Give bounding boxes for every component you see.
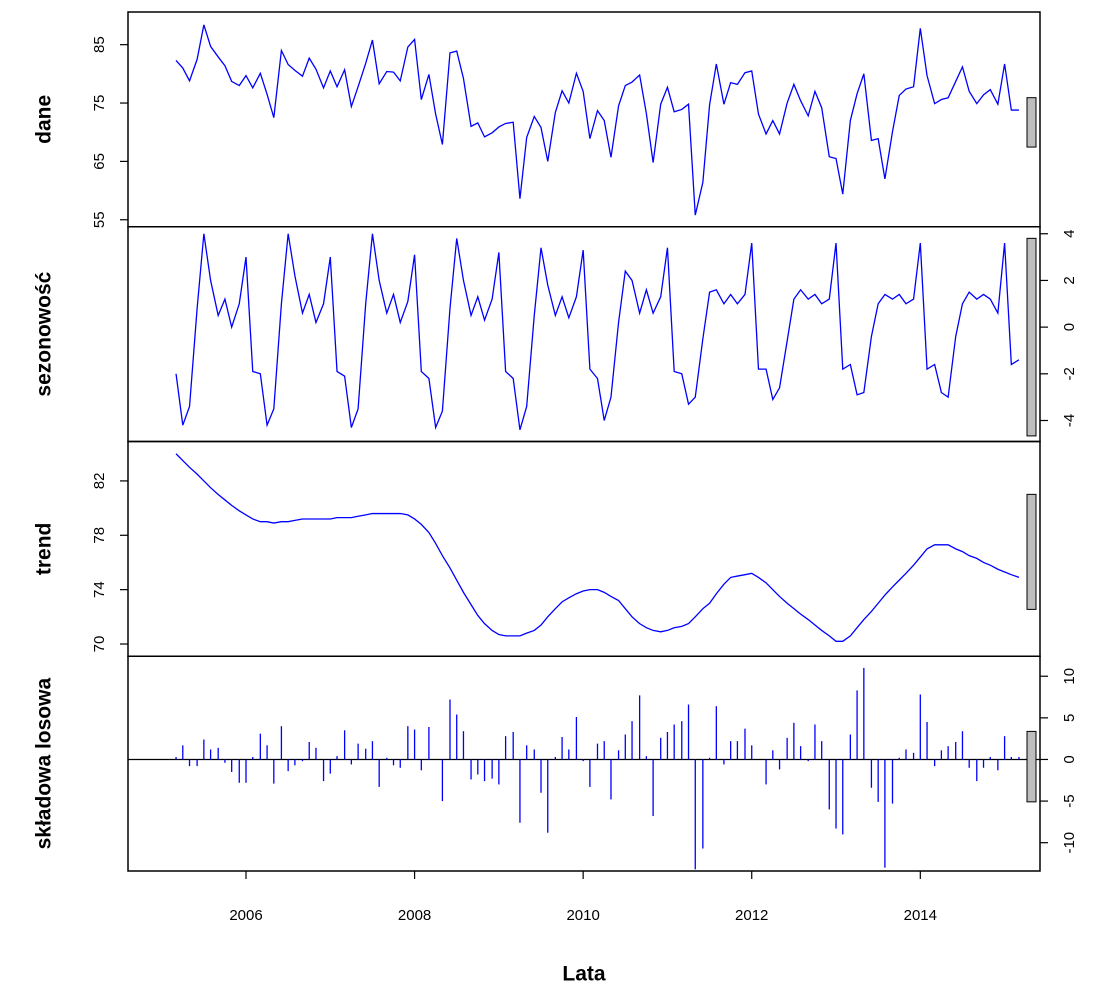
y-tick-label: 10 [1061, 668, 1078, 685]
y-tick-label: 82 [91, 473, 108, 490]
y-tick-label: 5 [1061, 714, 1078, 722]
y-tick-label: -5 [1061, 794, 1078, 807]
series-line [175, 233, 1020, 431]
range-bar [1026, 730, 1037, 803]
y-tick-label: 55 [91, 211, 108, 228]
y-axis-label: dane [33, 95, 56, 144]
x-tick-label: 2012 [735, 907, 768, 924]
y-tick-label: 65 [91, 153, 108, 170]
panel-frame [127, 11, 1041, 228]
y-tick-label: 0 [1061, 755, 1078, 763]
panel-frame [127, 440, 1041, 657]
y-tick-label: 78 [91, 527, 108, 544]
x-axis-label: Lata [562, 963, 606, 986]
y-tick-label: 74 [91, 581, 108, 598]
x-tick-label: 2006 [229, 907, 262, 924]
series-line [175, 24, 1019, 216]
range-bar [1026, 493, 1037, 610]
y-tick-label: 0 [1061, 323, 1078, 331]
range-bar [1026, 97, 1037, 148]
y-axis-label: trend [33, 523, 56, 576]
x-tick-label: 2010 [566, 907, 599, 924]
x-tick-label: 2008 [398, 907, 431, 924]
x-tick-label: 2014 [904, 907, 937, 924]
y-tick-label: -10 [1061, 832, 1078, 854]
y-tick-label: 75 [91, 95, 108, 112]
y-tick-label: 4 [1061, 230, 1078, 238]
y-tick-label: 70 [91, 636, 108, 653]
series-line [175, 453, 1020, 642]
y-tick-label: 85 [91, 36, 108, 53]
y-axis-label: składowa losowa [33, 678, 56, 850]
y-tick-label: -2 [1061, 367, 1078, 380]
panel-frame [127, 655, 1041, 872]
y-tick-label: 2 [1061, 276, 1078, 284]
range-bar [1026, 237, 1037, 437]
y-tick-label: -4 [1061, 414, 1078, 427]
y-axis-label: sezonowość [33, 271, 56, 396]
